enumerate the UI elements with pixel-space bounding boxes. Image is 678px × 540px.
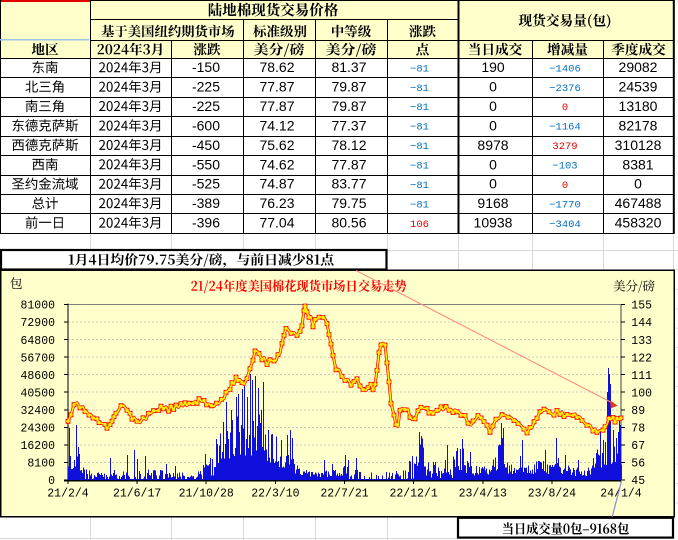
svg-text:-150: -150: [192, 59, 220, 75]
svg-text:77.87: 77.87: [259, 98, 294, 114]
svg-text:-396: -396: [192, 215, 220, 231]
svg-text:48600: 48600: [20, 370, 55, 383]
svg-text:9168: 9168: [477, 195, 508, 211]
svg-text:22/12/1: 22/12/1: [389, 487, 437, 500]
svg-text:0: 0: [489, 117, 497, 133]
svg-text:0: 0: [489, 156, 497, 172]
svg-text:310128: 310128: [615, 137, 662, 153]
svg-text:-525: -525: [192, 176, 220, 192]
svg-text:82178: 82178: [619, 117, 658, 133]
svg-text:111: 111: [631, 370, 652, 383]
svg-text:−81: −81: [410, 199, 429, 211]
svg-text:133: 133: [631, 335, 652, 348]
svg-text:79.87: 79.87: [331, 98, 366, 114]
svg-text:-225: -225: [192, 79, 220, 95]
svg-text:75.62: 75.62: [259, 137, 294, 153]
svg-text:74.87: 74.87: [259, 176, 294, 192]
svg-text:89: 89: [631, 405, 645, 418]
svg-text:23/4/13: 23/4/13: [459, 487, 507, 500]
svg-text:−81: −81: [410, 141, 429, 153]
svg-text:79.87: 79.87: [331, 79, 366, 95]
svg-text:24300: 24300: [20, 423, 55, 436]
svg-text:8381: 8381: [622, 156, 653, 172]
svg-text:-550: -550: [192, 156, 220, 172]
svg-text:77.87: 77.87: [259, 79, 294, 95]
svg-text:13180: 13180: [619, 98, 658, 114]
svg-text:67: 67: [631, 440, 645, 453]
svg-text:80.56: 80.56: [331, 215, 366, 231]
svg-text:458320: 458320: [615, 215, 662, 231]
svg-text:0: 0: [489, 176, 497, 192]
svg-text:122: 122: [631, 352, 652, 365]
svg-text:56: 56: [631, 458, 645, 471]
svg-text:24/1/4: 24/1/4: [600, 487, 642, 500]
svg-text:22/3/10: 22/3/10: [251, 487, 299, 500]
svg-text:45: 45: [631, 475, 645, 488]
svg-text:77.04: 77.04: [259, 215, 294, 231]
svg-text:83.77: 83.77: [331, 176, 366, 192]
svg-text:−1770: −1770: [549, 199, 581, 211]
svg-text:-450: -450: [192, 137, 220, 153]
svg-text:-225: -225: [192, 98, 220, 114]
svg-text:0: 0: [634, 176, 642, 192]
svg-text:74.62: 74.62: [259, 156, 294, 172]
svg-text:-389: -389: [192, 195, 220, 211]
svg-text:24539: 24539: [619, 79, 658, 95]
svg-text:-600: -600: [192, 117, 220, 133]
svg-text:3279: 3279: [552, 141, 577, 153]
svg-text:−81: −81: [410, 161, 429, 173]
svg-text:0: 0: [489, 79, 497, 95]
svg-text:−3404: −3404: [549, 219, 581, 231]
svg-text:77.37: 77.37: [331, 117, 366, 133]
svg-text:8978: 8978: [477, 137, 508, 153]
svg-text:144: 144: [631, 317, 652, 330]
svg-text:100: 100: [631, 387, 652, 400]
svg-text:21/2/4: 21/2/4: [47, 487, 89, 500]
svg-text:29082: 29082: [619, 59, 658, 75]
svg-text:21/10/28: 21/10/28: [179, 487, 234, 500]
svg-text:8100: 8100: [27, 458, 55, 471]
svg-text:64800: 64800: [20, 335, 55, 348]
svg-text:74.12: 74.12: [259, 117, 294, 133]
svg-text:81.37: 81.37: [331, 59, 366, 75]
svg-text:76.23: 76.23: [259, 195, 294, 211]
svg-text:−103: −103: [552, 161, 577, 173]
svg-text:81000: 81000: [20, 300, 55, 313]
svg-text:−1164: −1164: [549, 122, 581, 134]
svg-text:16200: 16200: [20, 440, 55, 453]
svg-text:23/8/24: 23/8/24: [528, 487, 576, 500]
svg-text:0: 0: [489, 98, 497, 114]
svg-text:−81: −81: [410, 102, 429, 114]
svg-text:−81: −81: [410, 83, 429, 95]
svg-text:−1406: −1406: [549, 63, 581, 75]
svg-text:77.87: 77.87: [331, 156, 366, 172]
svg-text:78: 78: [631, 423, 645, 436]
svg-text:79.75: 79.75: [331, 195, 366, 211]
svg-text:−81: −81: [410, 180, 429, 192]
svg-text:21/6/17: 21/6/17: [113, 487, 161, 500]
svg-text:0: 0: [562, 180, 568, 192]
svg-text:10938: 10938: [474, 215, 513, 231]
svg-text:72900: 72900: [20, 317, 55, 330]
svg-text:32400: 32400: [20, 405, 55, 418]
svg-text:−2376: −2376: [549, 83, 581, 95]
svg-text:56700: 56700: [20, 352, 55, 365]
svg-text:467488: 467488: [615, 195, 662, 211]
svg-text:155: 155: [631, 300, 652, 313]
svg-text:−81: −81: [410, 63, 429, 75]
svg-text:106: 106: [410, 219, 429, 231]
svg-text:0: 0: [48, 475, 55, 488]
svg-text:0: 0: [562, 102, 568, 114]
svg-text:40500: 40500: [20, 387, 55, 400]
svg-text:78.12: 78.12: [331, 137, 366, 153]
svg-text:190: 190: [481, 59, 505, 75]
svg-text:78.62: 78.62: [259, 59, 294, 75]
svg-text:−81: −81: [410, 122, 429, 134]
svg-text:22/7/21: 22/7/21: [320, 487, 368, 500]
